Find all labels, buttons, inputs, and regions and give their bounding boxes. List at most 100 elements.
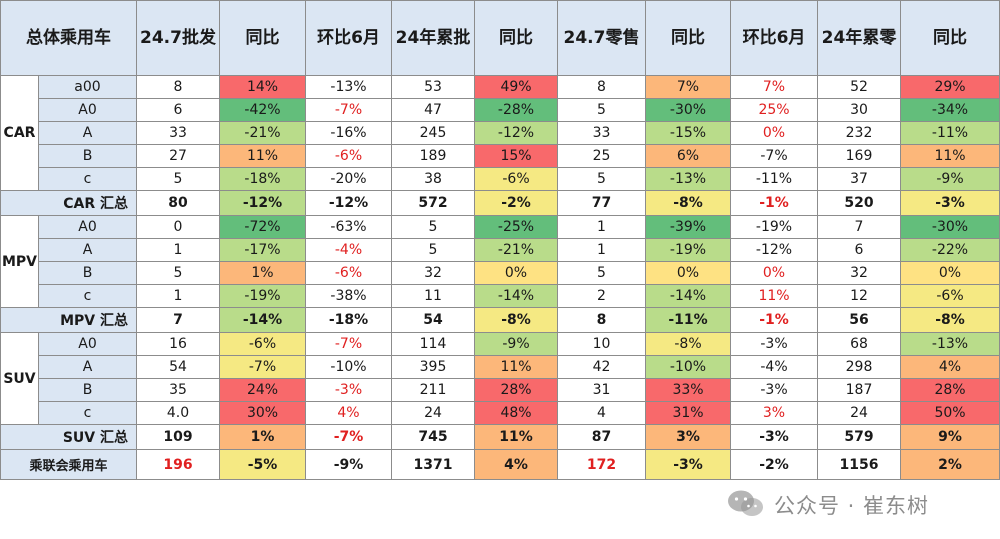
cell-wholesale-yoy: -14% (219, 307, 306, 333)
cell-wholesale-mom: -3% (305, 378, 392, 402)
table-row: A 33 -21% -16% 245 -12% 33 -15% 0% 232 -11% (1, 121, 1000, 145)
cell-retail: 5 (557, 167, 646, 191)
cell-wholesale-yoy: 1% (219, 261, 306, 285)
cell-retail-ytd-yoy: 28% (900, 378, 1000, 402)
cell-wholesale: 27 (136, 144, 220, 168)
cell-retail-yoy: -19% (645, 238, 731, 262)
cell-retail-ytd: 6 (817, 238, 901, 262)
cell-wholesale-ytd: 745 (391, 424, 475, 450)
cell-retail-mom: 25% (730, 98, 818, 122)
group-label-car: CAR (0, 75, 39, 191)
cell-retail-yoy: -3% (645, 449, 731, 480)
cell-wholesale: 196 (136, 449, 220, 480)
cell-wholesale-ytd: 211 (391, 378, 475, 402)
cell-retail-mom: 7% (730, 75, 818, 99)
cell-retail: 33 (557, 121, 646, 145)
cell-wholesale: 5 (136, 167, 220, 191)
cell-retail: 77 (557, 190, 646, 216)
cell-retail: 87 (557, 424, 646, 450)
cell-retail-ytd-yoy: -8% (900, 307, 1000, 333)
cell-retail-mom: 0% (730, 121, 818, 145)
cell-retail: 42 (557, 355, 646, 379)
cell-retail-ytd-yoy: 9% (900, 424, 1000, 450)
segment-label: B (38, 144, 137, 168)
header-cell-retail-yoy: 同比 (645, 0, 731, 76)
header-cell-wholesale-mom: 环比6月 (305, 0, 392, 76)
cell-wholesale-ytd-yoy: -12% (474, 121, 558, 145)
group-label-suv: SUV (0, 332, 39, 425)
summary-label: CAR 汇总 (0, 190, 137, 216)
cell-retail: 10 (557, 332, 646, 356)
cell-wholesale-ytd: 47 (391, 98, 475, 122)
cell-retail-ytd-yoy: -13% (900, 332, 1000, 356)
header-cell-wholesale-ytd-yoy: 同比 (474, 0, 558, 76)
cell-retail-mom: -1% (730, 307, 818, 333)
cell-wholesale-ytd-yoy: -9% (474, 332, 558, 356)
cell-retail-mom: -3% (730, 424, 818, 450)
segment-label: B (38, 261, 137, 285)
header-cell-category: 总体乘用车 (0, 0, 137, 76)
cell-retail-ytd: 520 (817, 190, 901, 216)
table-row: B 27 11% -6% 189 15% 25 6% -7% 169 11% (1, 144, 1000, 168)
cell-retail: 1 (557, 238, 646, 262)
cell-retail-ytd-yoy: -9% (900, 167, 1000, 191)
table-row: SUV A0 16 -6% -7% 114 -9% 10 -8% -3% 68 -13% (0, 332, 1000, 425)
cell-retail-ytd-yoy: -22% (900, 238, 1000, 262)
cell-retail-ytd-yoy: 29% (900, 75, 1000, 99)
cell-retail-ytd: 232 (817, 121, 901, 145)
cell-retail-yoy: -10% (645, 355, 731, 379)
cell-wholesale-mom: -7% (305, 332, 392, 356)
segment-label: c (38, 401, 137, 425)
cell-wholesale-ytd-yoy: -21% (474, 238, 558, 262)
cell-retail-mom: 0% (730, 261, 818, 285)
cell-wholesale-ytd-yoy: 49% (474, 75, 558, 99)
cell-wholesale-mom: -38% (305, 284, 392, 308)
cell-wholesale-mom: -9% (305, 449, 392, 480)
cell-wholesale-ytd: 53 (391, 75, 475, 99)
wechat-icon (728, 490, 763, 516)
cell-retail-ytd-yoy: -30% (900, 215, 1000, 239)
cell-retail: 25 (557, 144, 646, 168)
cell-retail-ytd: 30 (817, 98, 901, 122)
cell-wholesale-ytd-yoy: -2% (474, 190, 558, 216)
cell-wholesale-mom: -10% (305, 355, 392, 379)
segment-label: c (38, 167, 137, 191)
cell-retail-ytd-yoy: 50% (900, 401, 1000, 425)
cell-wholesale-ytd: 5 (391, 238, 475, 262)
cell-retail: 1 (557, 215, 646, 239)
cell-wholesale-ytd: 24 (391, 401, 475, 425)
header-cell-wholesale-yoy: 同比 (219, 0, 306, 76)
cell-wholesale-mom: -4% (305, 238, 392, 262)
cell-wholesale-ytd-yoy: 11% (474, 355, 558, 379)
cell-wholesale-ytd: 54 (391, 307, 475, 333)
cell-retail: 172 (557, 449, 646, 480)
cell-retail-mom: -3% (730, 378, 818, 402)
cell-wholesale-yoy: -12% (219, 190, 306, 216)
segment-label: c (38, 284, 137, 308)
cell-retail-yoy: 0% (645, 261, 731, 285)
summary-label: MPV 汇总 (0, 307, 137, 333)
segment-label: a00 (38, 75, 137, 99)
cell-wholesale-ytd: 114 (391, 332, 475, 356)
table-body: 总体乘用车 24.7批发 同比 环比6月 24年累批 同比 24.7零售 同比 … (0, 0, 1000, 480)
cell-retail-yoy: -8% (645, 332, 731, 356)
cell-retail-mom: -1% (730, 190, 818, 216)
cell-retail-ytd-yoy: 2% (900, 449, 1000, 480)
watermark-corner-text: 汽车公社 之家 (926, 496, 997, 509)
cell-wholesale-ytd-yoy: -28% (474, 98, 558, 122)
cell-wholesale-yoy: -42% (219, 98, 306, 122)
cell-retail-ytd: 7 (817, 215, 901, 239)
cell-wholesale: 33 (136, 121, 220, 145)
cell-wholesale: 8 (136, 75, 220, 99)
cell-wholesale-mom: -18% (305, 307, 392, 333)
cell-wholesale-ytd-yoy: -8% (474, 307, 558, 333)
summary-row-car: CAR 汇总 80 -12% -12% 572 -2% 77 -8% -1% 520 -3% (0, 190, 1000, 216)
cell-wholesale-ytd: 11 (391, 284, 475, 308)
cell-wholesale-yoy: -7% (219, 355, 306, 379)
table-row: c 4.0 30% 4% 24 48% 4 31% 3% 24 50% (1, 401, 1000, 425)
header-cell-retail-mom: 环比6月 (730, 0, 818, 76)
summary-row-mpv: MPV 汇总 7 -14% -18% 54 -8% 8 -11% -1% 56 -8% (0, 307, 1000, 333)
cell-wholesale: 4.0 (136, 401, 220, 425)
cell-retail-ytd: 37 (817, 167, 901, 191)
cell-wholesale-yoy: 24% (219, 378, 306, 402)
